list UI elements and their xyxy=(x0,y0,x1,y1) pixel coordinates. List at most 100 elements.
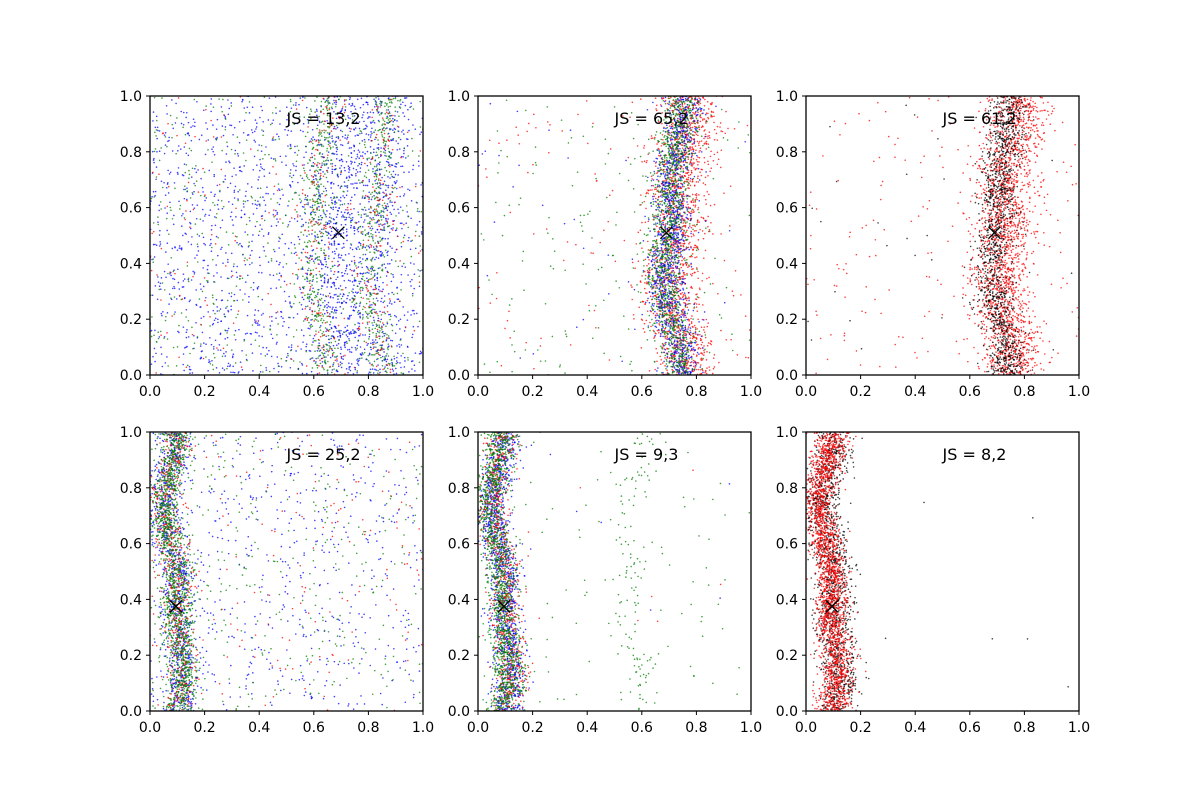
scatter-point xyxy=(212,106,215,108)
scatter-point xyxy=(370,311,373,313)
scatter-point xyxy=(354,347,357,349)
scatter-point xyxy=(713,138,716,141)
scatter-point xyxy=(189,221,191,224)
scatter-point xyxy=(588,304,590,307)
scatter-point xyxy=(336,229,339,231)
scatter-point xyxy=(371,196,374,198)
scatter-point xyxy=(641,161,643,163)
scatter-point xyxy=(323,349,325,351)
scatter-point xyxy=(356,275,359,277)
scatter-point xyxy=(358,328,361,330)
scatter-point xyxy=(344,106,347,108)
scatter-point xyxy=(231,356,234,359)
scatter-point xyxy=(173,285,175,288)
scatter-point xyxy=(688,318,690,321)
scatter-point xyxy=(387,112,389,115)
scatter-point xyxy=(331,192,334,195)
scatter-point xyxy=(375,191,378,194)
scatter-point xyxy=(411,239,414,242)
scatter-point xyxy=(336,276,339,278)
scatter-point xyxy=(403,147,406,150)
scatter-point xyxy=(376,277,379,280)
scatter-point xyxy=(250,186,253,188)
scatter-point xyxy=(389,211,391,214)
scatter-point xyxy=(285,155,287,157)
scatter-point xyxy=(318,120,321,123)
scatter-point xyxy=(349,203,352,205)
scatter-point xyxy=(276,356,279,358)
scatter-point xyxy=(698,151,700,153)
scatter-point xyxy=(326,114,329,117)
scatter-point xyxy=(319,172,322,175)
scatter-point xyxy=(251,106,254,109)
scatter-point xyxy=(344,346,346,349)
scatter-point xyxy=(257,179,260,181)
scatter-point xyxy=(371,121,374,123)
scatter-point xyxy=(228,365,231,368)
scatter-point xyxy=(318,270,321,273)
scatter-point xyxy=(311,216,314,219)
scatter-point xyxy=(308,282,311,285)
scatter-point xyxy=(301,192,304,195)
scatter-point xyxy=(331,251,334,253)
scatter-point xyxy=(323,212,325,214)
scatter-point xyxy=(324,295,327,297)
scatter-point xyxy=(300,259,303,262)
scatter-point xyxy=(400,355,403,357)
scatter-point xyxy=(631,261,634,264)
scatter-point xyxy=(353,279,356,281)
scatter-point xyxy=(243,259,246,262)
scatter-point xyxy=(335,248,338,250)
scatter-point xyxy=(306,297,309,299)
scatter-point xyxy=(688,320,690,322)
scatter-point xyxy=(331,244,333,246)
scatter-point xyxy=(256,122,258,125)
scatter-point xyxy=(381,239,383,241)
scatter-point xyxy=(220,106,223,108)
scatter-point xyxy=(252,281,255,284)
scatter-point xyxy=(265,192,267,195)
scatter-point xyxy=(268,211,270,214)
scatter-point xyxy=(178,200,180,203)
scatter-point xyxy=(213,319,216,322)
scatter-point xyxy=(276,201,279,204)
scatter-point xyxy=(158,234,161,236)
scatter-point xyxy=(731,290,734,292)
scatter-point xyxy=(685,172,687,174)
scatter-point xyxy=(333,168,336,171)
scatter-point xyxy=(303,164,305,166)
scatter-point xyxy=(682,193,685,196)
scatter-point xyxy=(323,280,326,282)
scatter-point xyxy=(286,134,289,136)
scatter-point xyxy=(177,167,180,169)
scatter-point xyxy=(382,288,384,291)
scatter-point xyxy=(390,303,393,305)
scatter-point xyxy=(392,276,395,278)
scatter-point xyxy=(331,141,334,143)
scatter-point xyxy=(259,163,262,165)
scatter-point xyxy=(263,249,266,252)
scatter-point xyxy=(350,105,352,107)
scatter-point xyxy=(360,296,363,299)
scatter-point xyxy=(330,159,332,161)
scatter-point xyxy=(362,190,365,192)
scatter-point xyxy=(292,104,295,106)
scatter-point xyxy=(319,325,322,327)
scatter-point xyxy=(326,372,329,374)
scatter-point xyxy=(386,305,389,307)
scatter-point xyxy=(284,242,287,245)
scatter-point xyxy=(376,199,379,202)
scatter-point xyxy=(697,208,699,211)
scatter-point xyxy=(353,284,355,286)
scatter-point xyxy=(515,126,517,129)
scatter-point xyxy=(313,163,316,165)
scatter-point xyxy=(215,264,217,266)
scatter-point xyxy=(316,247,318,250)
scatter-point xyxy=(690,235,693,238)
scatter-point xyxy=(260,144,263,147)
scatter-point xyxy=(351,274,354,277)
scatter-point xyxy=(312,240,315,243)
scatter-point xyxy=(308,187,311,189)
scatter-point xyxy=(410,285,412,287)
scatter-point xyxy=(386,321,389,324)
